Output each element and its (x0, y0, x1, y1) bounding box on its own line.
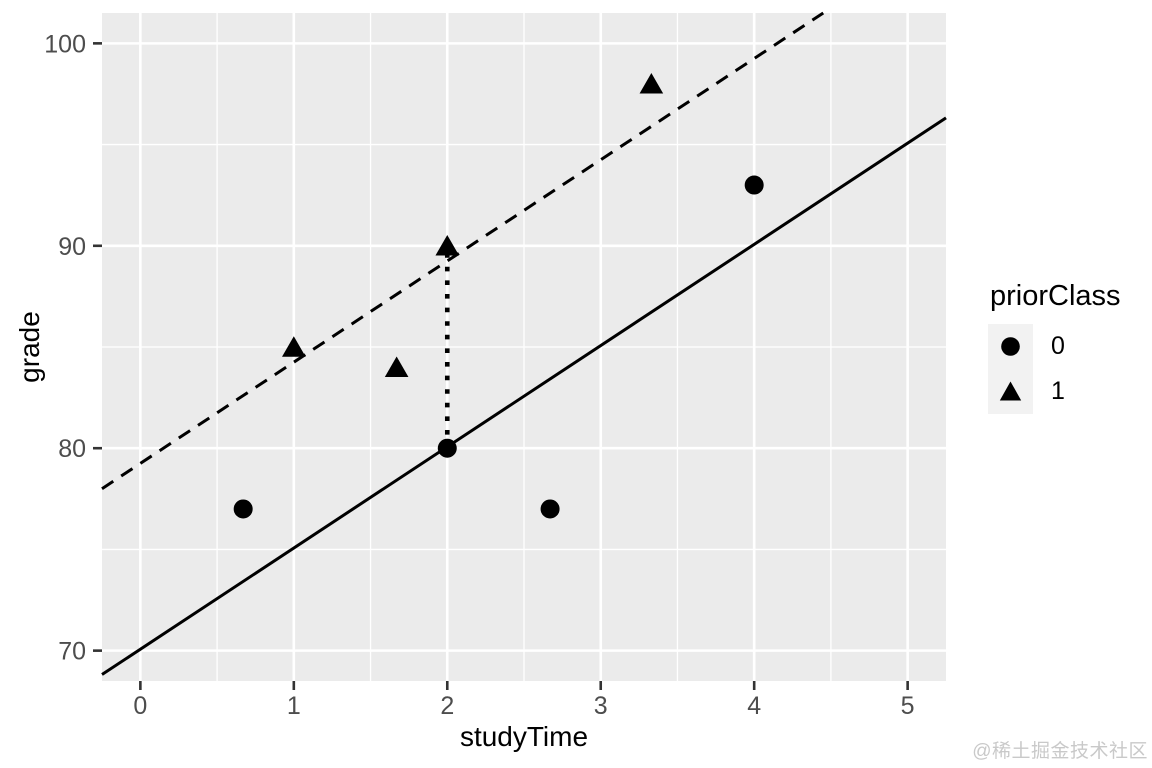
x-tick-label: 3 (594, 692, 608, 720)
y-axis-title: grade (14, 311, 45, 383)
regression-line-solid (101, 116, 947, 676)
legend-label-1: 1 (1051, 377, 1065, 405)
data-point-triangle (384, 356, 409, 377)
y-tick-label: 100 (44, 30, 86, 58)
x-tick-label: 4 (747, 692, 761, 720)
regression-line-dashed (101, 11, 825, 490)
data-point-circle (437, 438, 457, 458)
legend-title: priorClass (990, 280, 1121, 312)
data-point-circle (540, 499, 560, 519)
legend-label-0: 0 (1051, 332, 1065, 360)
y-tick-label: 80 (58, 435, 86, 463)
legend-item-priorclass-1: 1 (988, 369, 1121, 414)
data-point-triangle (639, 73, 664, 94)
triangle-marker-icon (999, 381, 1022, 401)
legend-key-circle (988, 324, 1033, 369)
data-point-circle (744, 175, 764, 195)
x-tick-label: 2 (440, 692, 454, 720)
data-point-triangle (435, 234, 460, 256)
x-tick-label: 0 (133, 692, 147, 720)
circle-marker-icon (1001, 337, 1020, 356)
legend: priorClass 0 1 (988, 282, 1121, 414)
data-point-triangle (282, 336, 306, 357)
data-point-circle (233, 499, 253, 519)
legend-item-priorclass-0: 0 (988, 324, 1121, 369)
watermark: @稀土掘金技术社区 (972, 741, 1148, 762)
x-tick-label: 5 (901, 692, 915, 720)
y-tick-label: 90 (58, 233, 86, 261)
x-tick-label: 1 (287, 692, 301, 720)
y-tick-label: 70 (58, 638, 86, 666)
legend-key-triangle (988, 369, 1033, 414)
x-axis-title: studyTime (459, 721, 589, 752)
